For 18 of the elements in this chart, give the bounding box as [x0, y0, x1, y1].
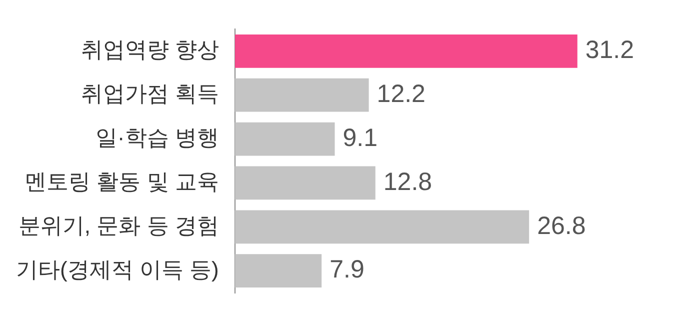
- data-label: 9.1: [342, 124, 378, 152]
- data-label: 12.8: [383, 168, 432, 196]
- y-tick-label: 취업가점 획득: [80, 81, 219, 106]
- bar: [234, 34, 578, 68]
- y-tick-label: 취업역량 향상: [80, 37, 219, 62]
- data-label: 31.2: [585, 36, 634, 64]
- data-label: 12.2: [376, 80, 426, 108]
- bar: [234, 254, 322, 288]
- y-tick-label: 분위기, 문화 등 경험: [18, 212, 219, 238]
- data-label: 26.8: [537, 212, 586, 240]
- data-label: 7.9: [330, 256, 364, 284]
- bar: [234, 210, 530, 244]
- y-tick-label: 멘토링 활동 및 교육: [24, 169, 219, 194]
- bar: [234, 166, 376, 200]
- y-tick-label: 기타(경제적 이득 등): [16, 256, 219, 282]
- y-tick-label: 일·학습 병행: [95, 125, 219, 150]
- bar: [234, 78, 369, 112]
- bar: [234, 122, 335, 156]
